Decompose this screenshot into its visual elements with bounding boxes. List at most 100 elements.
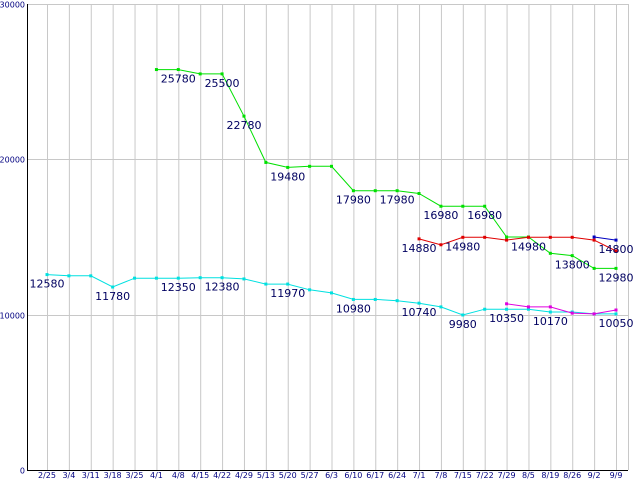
- data-point: [548, 251, 552, 255]
- x-tick-label: 4/22: [213, 471, 231, 480]
- data-point: [330, 164, 333, 168]
- series-lines: [45, 68, 618, 317]
- data-label: 10050: [599, 317, 634, 330]
- data-label: 16980: [467, 209, 502, 222]
- data-point: [395, 189, 399, 193]
- data-point: [133, 276, 137, 280]
- x-tick-label: 8/26: [563, 471, 581, 480]
- data-point: [220, 72, 224, 76]
- data-point: [548, 235, 552, 239]
- x-tick-label: 6/17: [366, 471, 384, 480]
- data-point: [614, 312, 618, 316]
- x-tick-label: 3/18: [104, 471, 122, 480]
- data-point: [176, 276, 180, 280]
- data-label: 22780: [226, 119, 261, 132]
- data-point: [176, 68, 180, 72]
- data-point: [308, 164, 312, 168]
- data-point: [483, 307, 487, 311]
- data-point: [198, 276, 202, 280]
- x-tick-label: 6/3: [325, 471, 338, 480]
- data-point: [614, 308, 618, 312]
- data-point: [264, 282, 268, 286]
- data-label: 17980: [336, 194, 371, 207]
- data-point: [526, 307, 530, 311]
- x-tick-labels: 2/25 3/4 3/11 3/18 3/25 4/1 4/8 4/15 4/22 4/29 5/1…: [38, 471, 622, 480]
- data-label: 11780: [95, 290, 130, 303]
- data-label: 11970: [270, 287, 305, 300]
- data-point: [592, 312, 596, 316]
- data-point: [461, 204, 465, 208]
- x-tick-label: 4/29: [235, 471, 253, 480]
- x-tick-label: 7/1: [413, 471, 426, 480]
- data-point: [505, 235, 509, 239]
- x-tick-label: 4/1: [150, 471, 163, 480]
- data-point: [461, 235, 465, 239]
- data-label: 10170: [533, 315, 568, 328]
- y-tick-label: 10000: [0, 312, 25, 321]
- data-point: [439, 204, 443, 208]
- data-point: [308, 288, 312, 292]
- data-label: 12580: [30, 278, 65, 291]
- data-point: [373, 297, 377, 301]
- data-point: [570, 311, 574, 315]
- x-tick-label: 2/25: [38, 471, 56, 480]
- data-point: [483, 204, 487, 208]
- data-point: [548, 310, 552, 314]
- data-point: [614, 249, 618, 253]
- data-point: [330, 291, 333, 295]
- data-point: [417, 192, 421, 196]
- data-point: [417, 301, 421, 305]
- data-label: 19480: [270, 170, 305, 183]
- data-point: [373, 189, 377, 193]
- data-point: [45, 273, 49, 277]
- x-tick-label: 7/15: [454, 471, 472, 480]
- data-point: [526, 235, 530, 239]
- data-label: 12980: [599, 271, 634, 284]
- data-point: [351, 189, 355, 193]
- data-point: [154, 276, 158, 280]
- x-tick-label: 5/20: [279, 471, 297, 480]
- data-labels: 25780 25500 22780 19480 17980 17980 16980 16980…: [30, 73, 634, 331]
- data-point: [286, 282, 290, 286]
- y-tick-label: 30000: [0, 1, 25, 10]
- data-point: [154, 68, 158, 72]
- series-line: [594, 236, 617, 241]
- data-label: 10740: [402, 306, 437, 319]
- y-tick-label: 20000: [0, 156, 25, 165]
- data-point: [417, 237, 421, 241]
- x-tick-label: 3/4: [62, 471, 75, 480]
- data-point: [505, 238, 509, 242]
- data-point: [548, 305, 552, 309]
- data-point: [614, 266, 618, 270]
- data-label: 14980: [445, 240, 480, 253]
- x-tick-label: 5/27: [301, 471, 319, 480]
- data-point: [67, 274, 71, 278]
- data-point: [111, 285, 115, 289]
- x-tick-label: 3/25: [126, 471, 144, 480]
- x-tick-label: 6/10: [344, 471, 362, 480]
- data-point: [483, 235, 487, 239]
- x-tick-label: 6/24: [388, 471, 406, 480]
- x-tick-label: 4/8: [172, 471, 185, 480]
- data-label: 10980: [336, 302, 371, 315]
- data-point: [505, 302, 509, 306]
- series-line: [418, 236, 617, 252]
- data-point: [505, 307, 509, 311]
- x-tick-label: 5/13: [257, 471, 275, 480]
- data-label: 25780: [161, 73, 196, 86]
- data-point: [592, 238, 596, 242]
- x-tick-label: 8/5: [522, 471, 535, 480]
- data-point: [570, 254, 574, 258]
- data-label: 9980: [449, 318, 477, 331]
- data-point: [592, 235, 596, 239]
- data-point: [264, 160, 268, 164]
- data-point: [351, 297, 355, 301]
- x-tick-label: 8/19: [541, 471, 559, 480]
- data-point: [439, 243, 443, 247]
- data-label: 14880: [402, 242, 437, 255]
- x-tick-label: 9/2: [588, 471, 601, 480]
- data-label: 14980: [511, 240, 546, 253]
- data-point: [614, 238, 618, 242]
- data-point: [526, 305, 530, 309]
